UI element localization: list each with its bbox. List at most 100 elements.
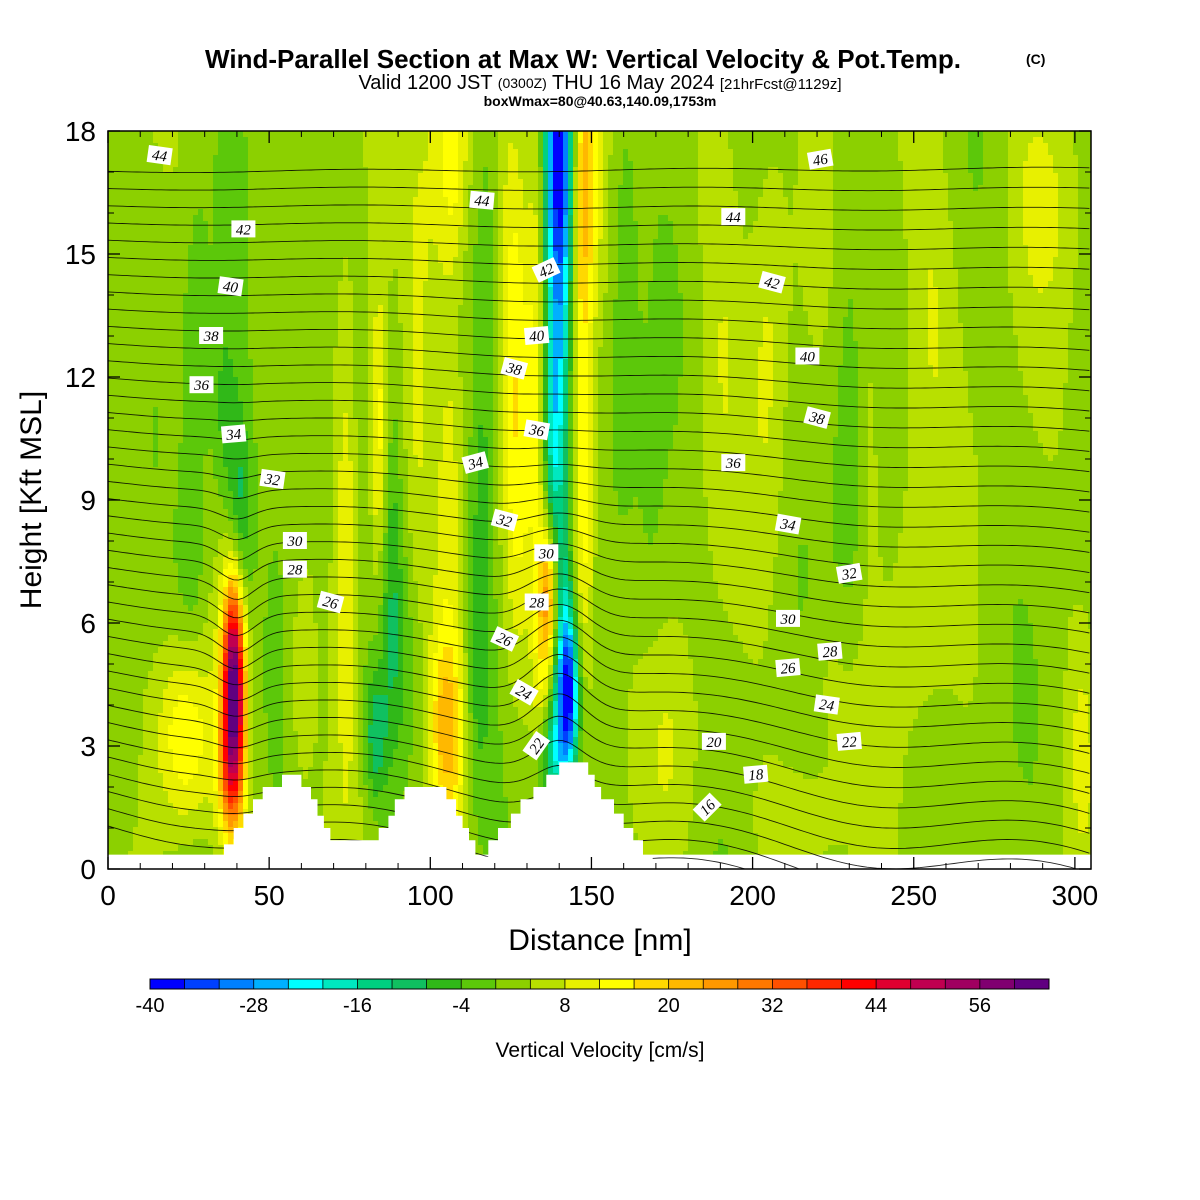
velocity-cell <box>143 311 149 318</box>
velocity-cell <box>113 485 119 492</box>
velocity-cell <box>128 713 134 720</box>
velocity-cell <box>143 353 149 360</box>
velocity-cell <box>153 815 159 822</box>
velocity-cell <box>113 833 119 840</box>
velocity-cell <box>138 575 144 582</box>
velocity-cell <box>118 275 124 282</box>
velocity-cell <box>138 287 144 294</box>
velocity-cell <box>113 155 119 162</box>
velocity-cell <box>108 131 114 138</box>
velocity-cell <box>128 839 134 846</box>
velocity-cell <box>143 617 149 624</box>
velocity-cell <box>158 773 164 780</box>
velocity-cell <box>118 209 124 216</box>
velocity-cell <box>133 419 139 426</box>
velocity-cell <box>108 635 114 642</box>
velocity-cell <box>153 281 159 288</box>
velocity-cell <box>143 287 149 294</box>
velocity-cell <box>138 365 144 372</box>
velocity-cell <box>138 719 144 726</box>
velocity-cell <box>113 215 119 222</box>
velocity-cell <box>123 311 129 318</box>
velocity-cell <box>113 281 119 288</box>
velocity-cell <box>158 275 164 282</box>
velocity-cell <box>108 509 114 516</box>
velocity-cell <box>163 653 169 660</box>
velocity-cell <box>138 425 144 432</box>
velocity-cell <box>153 185 159 192</box>
velocity-cell <box>138 809 144 816</box>
velocity-cell <box>158 281 164 288</box>
velocity-cell <box>163 137 169 144</box>
velocity-cell <box>153 323 159 330</box>
velocity-cell <box>143 263 149 270</box>
velocity-cell <box>133 581 139 588</box>
velocity-cell <box>158 635 164 642</box>
velocity-cell <box>118 593 124 600</box>
velocity-cell <box>148 263 154 270</box>
velocity-cell <box>148 461 154 468</box>
velocity-cell <box>123 197 129 204</box>
velocity-cell <box>148 185 154 192</box>
velocity-cell <box>148 671 154 678</box>
velocity-cell <box>148 653 154 660</box>
velocity-cell <box>143 653 149 660</box>
velocity-cell <box>118 641 124 648</box>
velocity-cell <box>128 209 134 216</box>
velocity-cell <box>113 299 119 306</box>
velocity-cell <box>143 845 149 852</box>
velocity-cell <box>118 323 124 330</box>
velocity-cell <box>118 365 124 372</box>
velocity-cell <box>113 473 119 480</box>
velocity-cell <box>133 299 139 306</box>
velocity-cell <box>153 245 159 252</box>
velocity-cell <box>108 623 114 630</box>
velocity-cell <box>118 155 124 162</box>
velocity-cell <box>113 443 119 450</box>
velocity-cell <box>138 329 144 336</box>
velocity-cell <box>143 767 149 774</box>
velocity-cell <box>133 515 139 522</box>
subtitle-forecast: [21hrFcst@1129z] <box>720 76 842 93</box>
velocity-cell <box>118 473 124 480</box>
velocity-cell <box>108 161 114 168</box>
velocity-cell <box>153 635 159 642</box>
velocity-cell <box>123 299 129 306</box>
velocity-cell <box>123 485 129 492</box>
velocity-cell <box>118 527 124 534</box>
velocity-cell <box>113 683 119 690</box>
velocity-cell <box>108 659 114 666</box>
velocity-cell <box>133 737 139 744</box>
velocity-cell <box>113 575 119 582</box>
velocity-cell <box>158 209 164 216</box>
velocity-cell <box>148 611 154 618</box>
velocity-cell <box>138 209 144 216</box>
velocity-cell <box>138 191 144 198</box>
velocity-cell <box>153 209 159 216</box>
velocity-cell <box>153 773 159 780</box>
velocity-cell <box>138 383 144 390</box>
velocity-cell <box>138 359 144 366</box>
velocity-cell <box>113 815 119 822</box>
velocity-cell <box>128 575 134 582</box>
velocity-cell <box>123 533 129 540</box>
velocity-cell <box>148 629 154 636</box>
velocity-cell <box>143 551 149 558</box>
velocity-cell <box>108 383 114 390</box>
velocity-cell <box>148 479 154 486</box>
velocity-cell <box>163 251 169 258</box>
velocity-cell <box>138 473 144 480</box>
velocity-cell <box>148 737 154 744</box>
velocity-cell <box>128 263 134 270</box>
velocity-cell <box>138 485 144 492</box>
velocity-cell <box>148 359 154 366</box>
velocity-cell <box>128 185 134 192</box>
velocity-cell <box>158 413 164 420</box>
velocity-cell <box>143 197 149 204</box>
velocity-cell <box>143 143 149 150</box>
velocity-cell <box>143 581 149 588</box>
velocity-cell <box>133 491 139 498</box>
velocity-cell <box>138 527 144 534</box>
velocity-cell <box>128 503 134 510</box>
velocity-cell <box>163 443 169 450</box>
